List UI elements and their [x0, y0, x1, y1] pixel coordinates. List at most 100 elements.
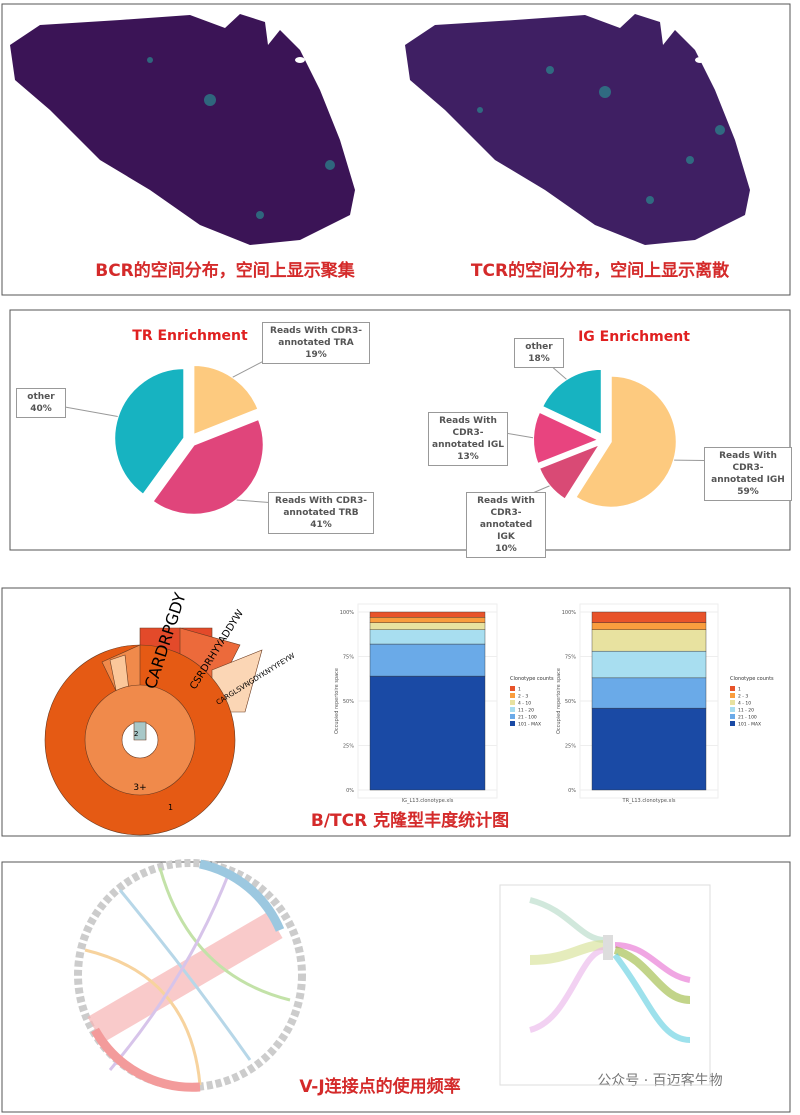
y-tick-label: 75%: [565, 655, 576, 661]
legend-title: Clonotype counts: [730, 676, 774, 682]
pie-label: Reads With CDR3-annotated IGK 10%: [466, 492, 546, 558]
bar-segment: [369, 629, 486, 645]
legend-swatch: [730, 686, 735, 691]
bar-segment: [369, 611, 486, 618]
caption: B/TCR 克隆型丰度统计图: [311, 810, 509, 831]
pie-label: Reads With CDR3-annotated TRB 41%: [268, 492, 374, 534]
bar-segment: [591, 622, 707, 630]
legend-swatch: [730, 714, 735, 719]
sunburst: [44, 627, 263, 836]
legend-swatch: [510, 700, 515, 705]
y-axis-label: Occupied repertoire space: [334, 668, 340, 734]
panel: [1, 861, 791, 1113]
legend-label: 4 - 10: [738, 701, 751, 707]
y-tick-label: 50%: [565, 699, 576, 705]
sunburst-label: 1: [168, 803, 173, 812]
legend-label: 21 - 100: [518, 715, 537, 721]
legend-label: 101 - MAX: [738, 722, 761, 728]
bar-segment: [369, 622, 486, 630]
legend-label: 4 - 10: [518, 701, 531, 707]
y-tick-label: 100%: [562, 610, 577, 616]
y-tick-label: 25%: [343, 744, 354, 750]
bar-segment: [369, 675, 486, 791]
x-tick-label: IG_L13.clonotype.xls: [402, 798, 454, 804]
caption: TCR的空间分布，空间上显示离散: [471, 260, 730, 281]
bcr-map: [10, 14, 355, 245]
pie-slice: [192, 364, 260, 437]
pie-label: Reads With CDR3-annotated IGH 59%: [704, 447, 792, 501]
map-holes: [46, 57, 705, 131]
bar-segment: [591, 677, 707, 709]
tcr-map: [405, 14, 750, 245]
pie-label-name: other: [525, 342, 553, 352]
pie-slice: [574, 374, 678, 509]
legend-label: 11 - 20: [518, 708, 534, 714]
legend-label: 11 - 20: [738, 708, 754, 714]
legend-swatch: [730, 700, 735, 705]
pie-label-name: Reads With CDR3-annotated TRA: [270, 326, 362, 348]
chord-diagram: [74, 859, 306, 1092]
legend-swatch: [730, 721, 735, 726]
y-tick-label: 50%: [343, 699, 354, 705]
map-speckles: [147, 57, 725, 219]
y-axis-label: Occupied repertoire space: [556, 668, 562, 734]
panel: [9, 309, 791, 551]
bar-segment: [591, 707, 707, 791]
bar-segment: [369, 617, 486, 623]
chart-title: IG Enrichment: [578, 329, 690, 345]
pie-label-name: Reads With CDR3-annotated IGL: [432, 416, 504, 450]
legend-swatch: [510, 686, 515, 691]
y-tick-label: 0%: [346, 788, 354, 794]
y-tick-label: 100%: [340, 610, 355, 616]
pie-value-label: 18%: [528, 354, 550, 364]
legend-label: 101 - MAX: [518, 722, 541, 728]
y-tick-label: 0%: [568, 788, 576, 794]
pie-label-name: other: [27, 392, 55, 402]
pie-value-label: 10%: [495, 544, 517, 554]
bar-segment: [591, 629, 707, 652]
pie-label: other 40%: [16, 388, 66, 418]
pie-value-label: 19%: [305, 350, 327, 360]
pie-slice: [537, 441, 603, 501]
legend-label: 1: [738, 687, 741, 693]
pie-label-name: Reads With CDR3-annotated TRB: [275, 496, 367, 518]
y-tick-label: 75%: [343, 655, 354, 661]
bar-segment: [369, 643, 486, 677]
pie-value-label: 59%: [737, 487, 759, 497]
x-tick-label: TR_L13.clonotype.xls: [622, 798, 676, 804]
pie-value-label: 40%: [30, 404, 52, 414]
legend-swatch: [510, 714, 515, 719]
legend-label: 2 - 3: [518, 694, 528, 700]
legend-swatch: [730, 693, 735, 698]
caption: BCR的空间分布，空间上显示聚集: [95, 260, 356, 281]
legend-title: Clonotype counts: [510, 676, 554, 682]
legend-swatch: [510, 721, 515, 726]
legend-label: 21 - 100: [738, 715, 757, 721]
pie-label: Reads With CDR3-annotated TRA 19%: [262, 322, 370, 364]
legend-swatch: [510, 693, 515, 698]
pie-label-name: Reads With CDR3-annotated IGK: [477, 496, 535, 542]
pie-label-name: Reads With CDR3-annotated IGH: [711, 451, 785, 485]
caption: V-J连接点的使用频率: [299, 1076, 460, 1097]
pie-slice: [113, 367, 186, 497]
sunburst-label: 3+: [133, 783, 146, 793]
bar-segment: [591, 611, 707, 623]
pie-label: other 18%: [514, 338, 564, 368]
y-tick-label: 25%: [565, 744, 576, 750]
sankey-diagram: [499, 884, 711, 1086]
legend-label: 1: [518, 687, 521, 693]
pie-label: Reads With CDR3-annotated IGL 13%: [428, 412, 508, 466]
legend-swatch: [730, 707, 735, 712]
pie-value-label: 41%: [310, 520, 332, 530]
sunburst-label: 2: [134, 730, 138, 738]
watermark: 公众号 · 百迈客生物: [597, 1072, 722, 1089]
panel: [1, 3, 791, 296]
bar-segment: [591, 650, 707, 679]
legend-label: 2 - 3: [738, 694, 748, 700]
chart-title: TR Enrichment: [132, 328, 248, 344]
panel: [1, 587, 791, 837]
legend-swatch: [510, 707, 515, 712]
pie-value-label: 13%: [457, 452, 479, 462]
